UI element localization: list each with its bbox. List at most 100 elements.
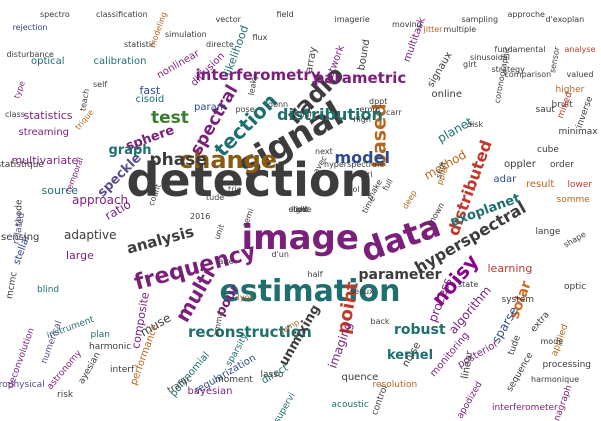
word: disturbance (6, 50, 54, 59)
word: seaux (350, 287, 374, 296)
word: hyperspectrale (324, 160, 385, 169)
word: bound (356, 38, 373, 72)
word: state (458, 280, 479, 289)
word: interf (110, 364, 135, 375)
word: adaptive (64, 228, 117, 242)
word: carr (386, 108, 402, 117)
word: mode (540, 337, 564, 346)
word: result (526, 179, 555, 190)
word: fundamental (494, 45, 546, 54)
word: aire (218, 257, 234, 266)
word: next (315, 147, 333, 156)
word: moving (392, 20, 422, 29)
word: multivariate (11, 153, 79, 167)
word: sensor (547, 46, 561, 74)
word: dppt (369, 97, 388, 106)
word: sinusoidal (470, 53, 511, 62)
word: interferometry (195, 65, 321, 84)
word: calibration (93, 56, 147, 67)
word: online (431, 89, 463, 100)
word: inverse (574, 94, 595, 130)
word: vector (215, 15, 241, 24)
word: change (179, 146, 278, 174)
word: supervi (272, 390, 298, 421)
word: image (241, 218, 359, 258)
word: multiple (443, 25, 477, 34)
word: approche (507, 10, 545, 19)
word: disk (467, 120, 484, 129)
word: apodized (454, 379, 485, 420)
word: quence (341, 372, 379, 383)
word: lange (535, 226, 561, 237)
word: mcmc (4, 270, 20, 300)
word: param (194, 102, 227, 113)
word: rejection (12, 23, 48, 32)
word: donn (268, 100, 289, 109)
word: field (276, 10, 294, 19)
word: tude (206, 193, 225, 202)
word: risk (57, 389, 74, 400)
word: spectro (40, 10, 70, 19)
word: link (293, 205, 308, 214)
word: sampling (461, 15, 499, 24)
word: plan (90, 329, 110, 340)
word: large (66, 248, 94, 262)
word: higher (555, 84, 585, 95)
word: lower (567, 179, 593, 190)
word: robust (394, 322, 446, 338)
word: vari (357, 170, 373, 179)
word: d'exoplan (545, 15, 585, 24)
word: valued (566, 70, 594, 79)
word: leaky (246, 73, 259, 97)
word: oppler (504, 159, 536, 170)
word: statistics (23, 108, 73, 122)
word: parameter (358, 267, 442, 283)
word: system (501, 294, 535, 305)
word: extra (528, 309, 552, 334)
word: class (5, 110, 25, 119)
word: cube (537, 144, 559, 155)
word: harmonique (531, 375, 580, 384)
word: blur (297, 110, 313, 119)
word: source (41, 183, 79, 197)
word: high (353, 115, 371, 124)
word: distribution (277, 105, 383, 124)
word: classification (96, 10, 148, 19)
word: jitter (423, 25, 443, 34)
word: tude (506, 333, 523, 357)
word: fast (139, 83, 161, 97)
word: analysis (124, 221, 196, 258)
word: back (370, 317, 390, 326)
word: linear (459, 350, 476, 380)
word: unit (212, 223, 227, 241)
word: statistique (0, 159, 44, 170)
word: optical (31, 56, 65, 67)
word: statistic (124, 40, 156, 49)
word: parametric (313, 68, 407, 87)
word: test (151, 107, 189, 128)
word: strategy (491, 65, 525, 74)
word: phase (149, 149, 207, 170)
word: simulation (165, 30, 207, 39)
word: approach (72, 193, 129, 207)
word: harmonic (89, 341, 132, 352)
word: 2016 (190, 212, 211, 221)
word: full (380, 177, 395, 193)
word: numerical (39, 319, 64, 365)
word: estimation (219, 274, 401, 309)
word: sensing (1, 232, 40, 243)
word: type (12, 79, 27, 100)
word: etude (288, 205, 312, 214)
word: sequence (504, 350, 535, 394)
word: tool (344, 185, 360, 194)
word: acoustic (331, 399, 369, 410)
word: erom (359, 105, 381, 114)
word: reconstruction (188, 322, 312, 341)
word: kernel (387, 347, 434, 363)
word: somme (556, 194, 590, 205)
word: light (291, 205, 309, 214)
word: astrophysical (0, 379, 45, 390)
word: analyse (564, 45, 596, 54)
word: bayesian (187, 386, 233, 397)
